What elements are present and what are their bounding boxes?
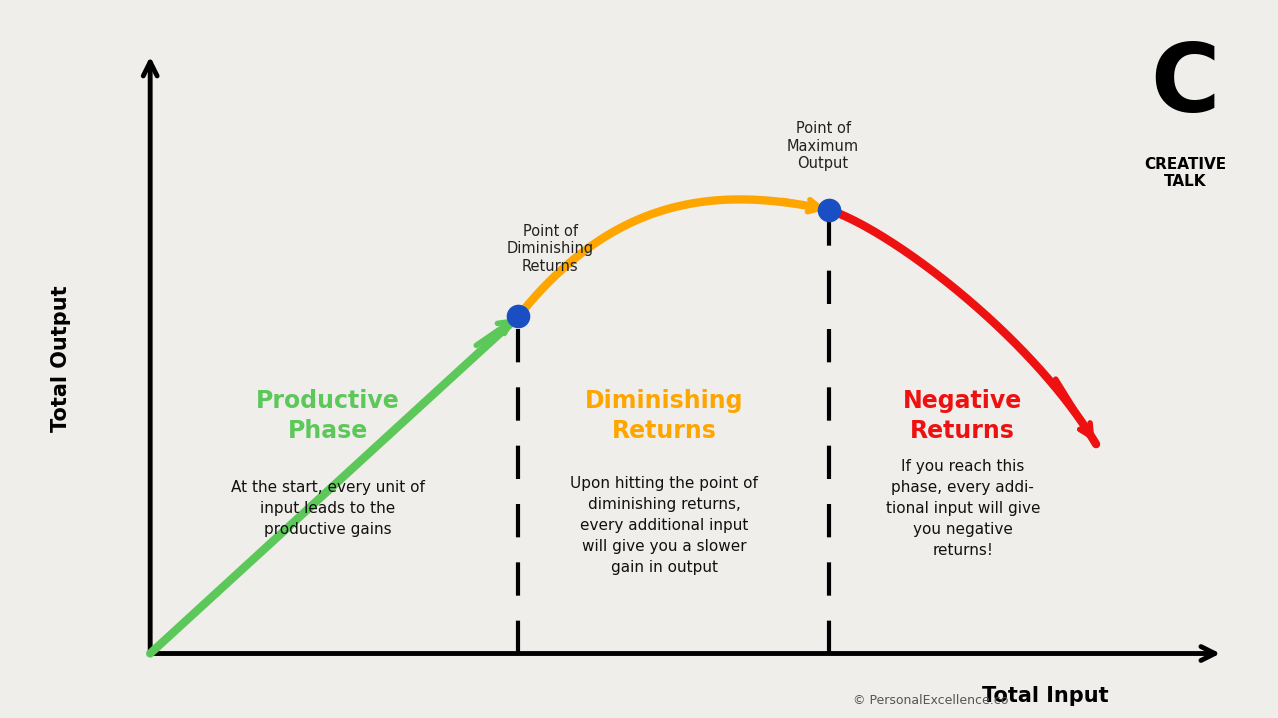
Text: C: C	[1150, 39, 1219, 132]
Text: © PersonalExcellence.co: © PersonalExcellence.co	[854, 694, 1008, 707]
Text: Total Input: Total Input	[982, 686, 1108, 706]
Text: CREATIVE
TALK: CREATIVE TALK	[1144, 157, 1226, 189]
Text: Total Output: Total Output	[51, 286, 72, 432]
Text: Point of
Maximum
Output: Point of Maximum Output	[787, 121, 859, 171]
Text: Upon hitting the point of
diminishing returns,
every additional input
will give : Upon hitting the point of diminishing re…	[570, 476, 758, 575]
Text: Point of
Diminishing
Returns: Point of Diminishing Returns	[506, 224, 594, 274]
Text: Productive
Phase: Productive Phase	[256, 389, 400, 442]
Text: Negative
Returns: Negative Returns	[904, 389, 1022, 442]
Text: Diminishing
Returns: Diminishing Returns	[585, 389, 744, 442]
Text: At the start, every unit of
input leads to the
productive gains: At the start, every unit of input leads …	[231, 480, 424, 536]
Text: If you reach this
phase, every addi-
tional input will give
you negative
returns: If you reach this phase, every addi- tio…	[886, 459, 1040, 558]
